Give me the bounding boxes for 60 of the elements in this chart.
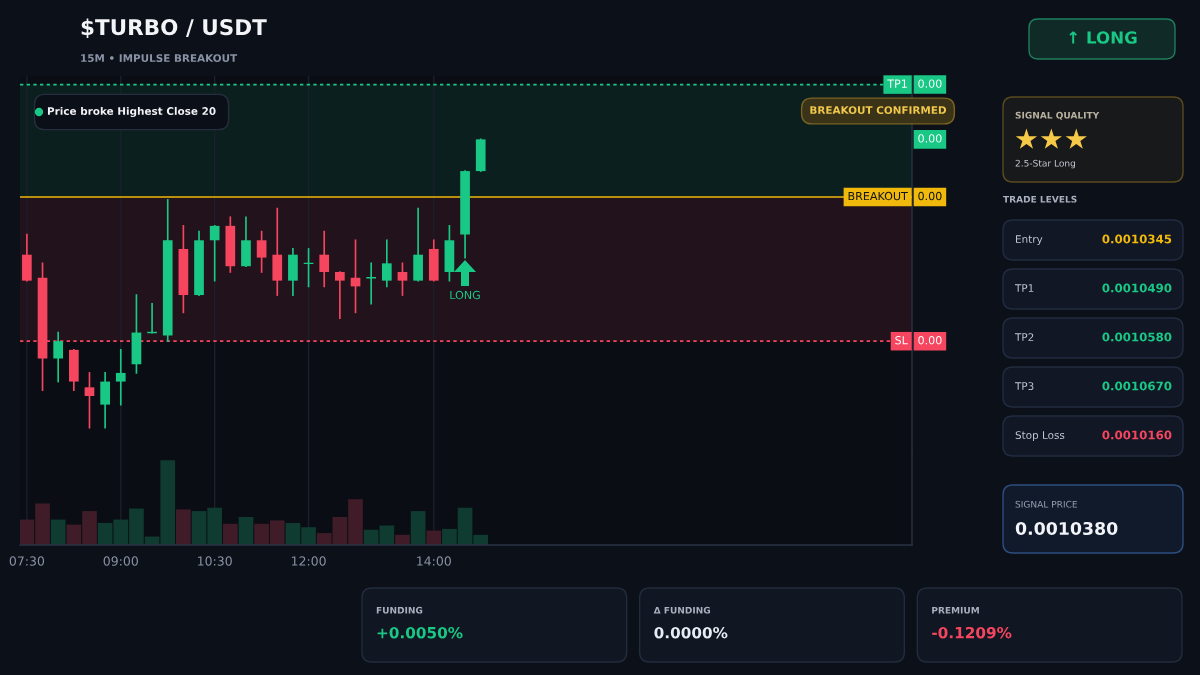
bar [395,534,410,545]
bar [426,530,442,545]
text: ★★★ [1015,128,1087,149]
bar [222,523,238,545]
candlestick [381,239,392,288]
text: SIGNAL PRICE [1015,500,1078,508]
category-label: FUNDING [376,606,423,614]
candlestick [319,230,330,288]
text: BREAKOUT CONFIRMED [810,106,947,115]
text: 0.0010345 [1102,234,1172,244]
candlestick [335,271,345,319]
candlestick [397,262,408,296]
text: 0.00 [918,134,942,143]
text: 0.0010380 [1015,521,1118,536]
text: 0.00 [918,191,942,201]
x-tick-label: 07:30 [9,556,45,566]
ref-line-label: SL [895,336,908,345]
text: ↑ LONG [1069,31,1137,44]
bar [176,509,191,545]
annotation: LONG [450,290,480,300]
candlestick [115,349,126,406]
text: 0.0010160 [1102,430,1172,440]
candlestick [146,302,158,334]
chart-title: $TURBO / USDT [81,18,267,39]
bar [50,519,66,545]
category-label: TP3 [1014,382,1034,391]
category-label: PREMIUM [932,606,979,614]
x-tick-label: 12:00 [291,556,326,566]
text: SIGNAL QUALITY [1015,111,1100,120]
text: 0.0010580 [1102,332,1172,342]
candlestick [53,331,64,383]
candlestick [303,248,315,288]
candlestick [84,372,95,429]
text: 0.0010670 [1102,381,1172,391]
category-label: Entry [1016,235,1043,246]
ref-line-label: TP1 [887,79,907,88]
category-label: Δ FUNDING [653,606,710,614]
candlestick [256,230,267,273]
text: 0.00 [918,336,942,345]
candlestick [100,372,110,429]
text: -0.1209% [932,626,1012,639]
chart-subtitle: 15M • IMPULSE BREAKOUT [81,54,238,63]
text: TRADE LEVELS [1003,195,1077,203]
x-tick-label: 09:00 [103,556,138,566]
text: +0.0050% [377,626,463,639]
category-label: Stop Loss [1015,431,1065,442]
text: 0.00 [918,79,942,88]
text: 0.0010490 [1102,283,1172,293]
bar [238,517,254,545]
bar [410,511,426,545]
text: 2.5-Star Long [1015,159,1076,169]
ref-line-label: BREAKOUT [848,191,908,201]
category-label: TP1 [1014,284,1034,292]
text: 0.0000% [654,626,728,639]
text: Price broke Highest Close 20 [47,106,216,118]
candlestick [209,225,220,282]
category-label: TP2 [1014,333,1034,341]
x-tick-label: 14:00 [417,556,451,566]
x-tick-label: 10:30 [198,556,232,566]
candlestick [365,262,377,305]
